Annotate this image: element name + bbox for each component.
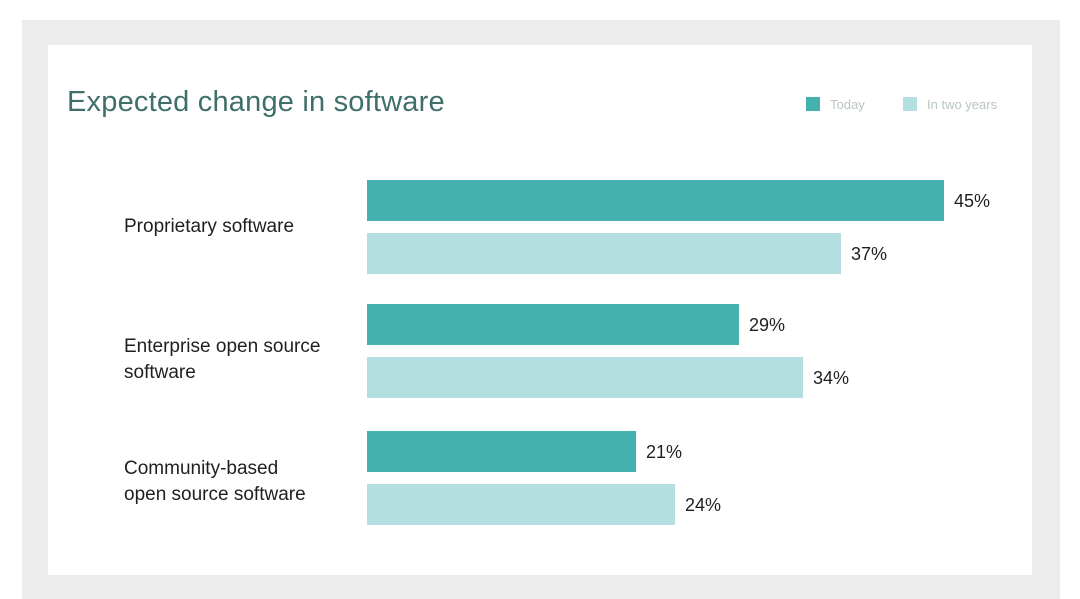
legend-swatch-today bbox=[806, 97, 820, 111]
legend-item-in-two-years: In two years bbox=[903, 95, 997, 113]
bar-community-based-open-source-software-in-two-years bbox=[367, 484, 675, 525]
value-label-community-based-open-source-software-today: 21% bbox=[646, 442, 683, 462]
category-label-enterprise-open-source-software: Enterprise open source software bbox=[124, 334, 354, 386]
bar-enterprise-open-source-software-in-two-years bbox=[367, 357, 803, 398]
legend-label-in-two-years: In two years bbox=[927, 96, 998, 112]
bar-community-based-open-source-software-today bbox=[367, 431, 636, 472]
category-label-community-based-open-source-software: Community-based open source software bbox=[124, 456, 354, 508]
bar-proprietary-software-today bbox=[367, 180, 944, 221]
category-label-line: open source software bbox=[124, 484, 306, 505]
bar-enterprise-open-source-software-today bbox=[367, 304, 739, 345]
value-label-proprietary-software-in-two-years: 37% bbox=[851, 244, 888, 264]
category-label-proprietary-software: Proprietary software bbox=[124, 214, 354, 240]
value-label-proprietary-software-today: 45% bbox=[954, 191, 991, 211]
value-label-community-based-open-source-software-in-two-years: 24% bbox=[685, 495, 722, 515]
legend-label-today: Today bbox=[830, 96, 865, 112]
category-label-line: Proprietary software bbox=[124, 216, 295, 237]
value-label-enterprise-open-source-software-today: 29% bbox=[749, 315, 786, 335]
category-label-line: software bbox=[124, 362, 196, 383]
legend-item-today: Today bbox=[806, 95, 865, 113]
category-label-line: Enterprise open source bbox=[124, 336, 321, 357]
value-label-enterprise-open-source-software-in-two-years: 34% bbox=[813, 368, 850, 388]
bar-proprietary-software-in-two-years bbox=[367, 233, 841, 274]
legend-swatch-in-two-years bbox=[903, 97, 917, 111]
chart-title: Expected change in software bbox=[67, 86, 445, 118]
category-label-line: Community-based bbox=[124, 458, 279, 479]
